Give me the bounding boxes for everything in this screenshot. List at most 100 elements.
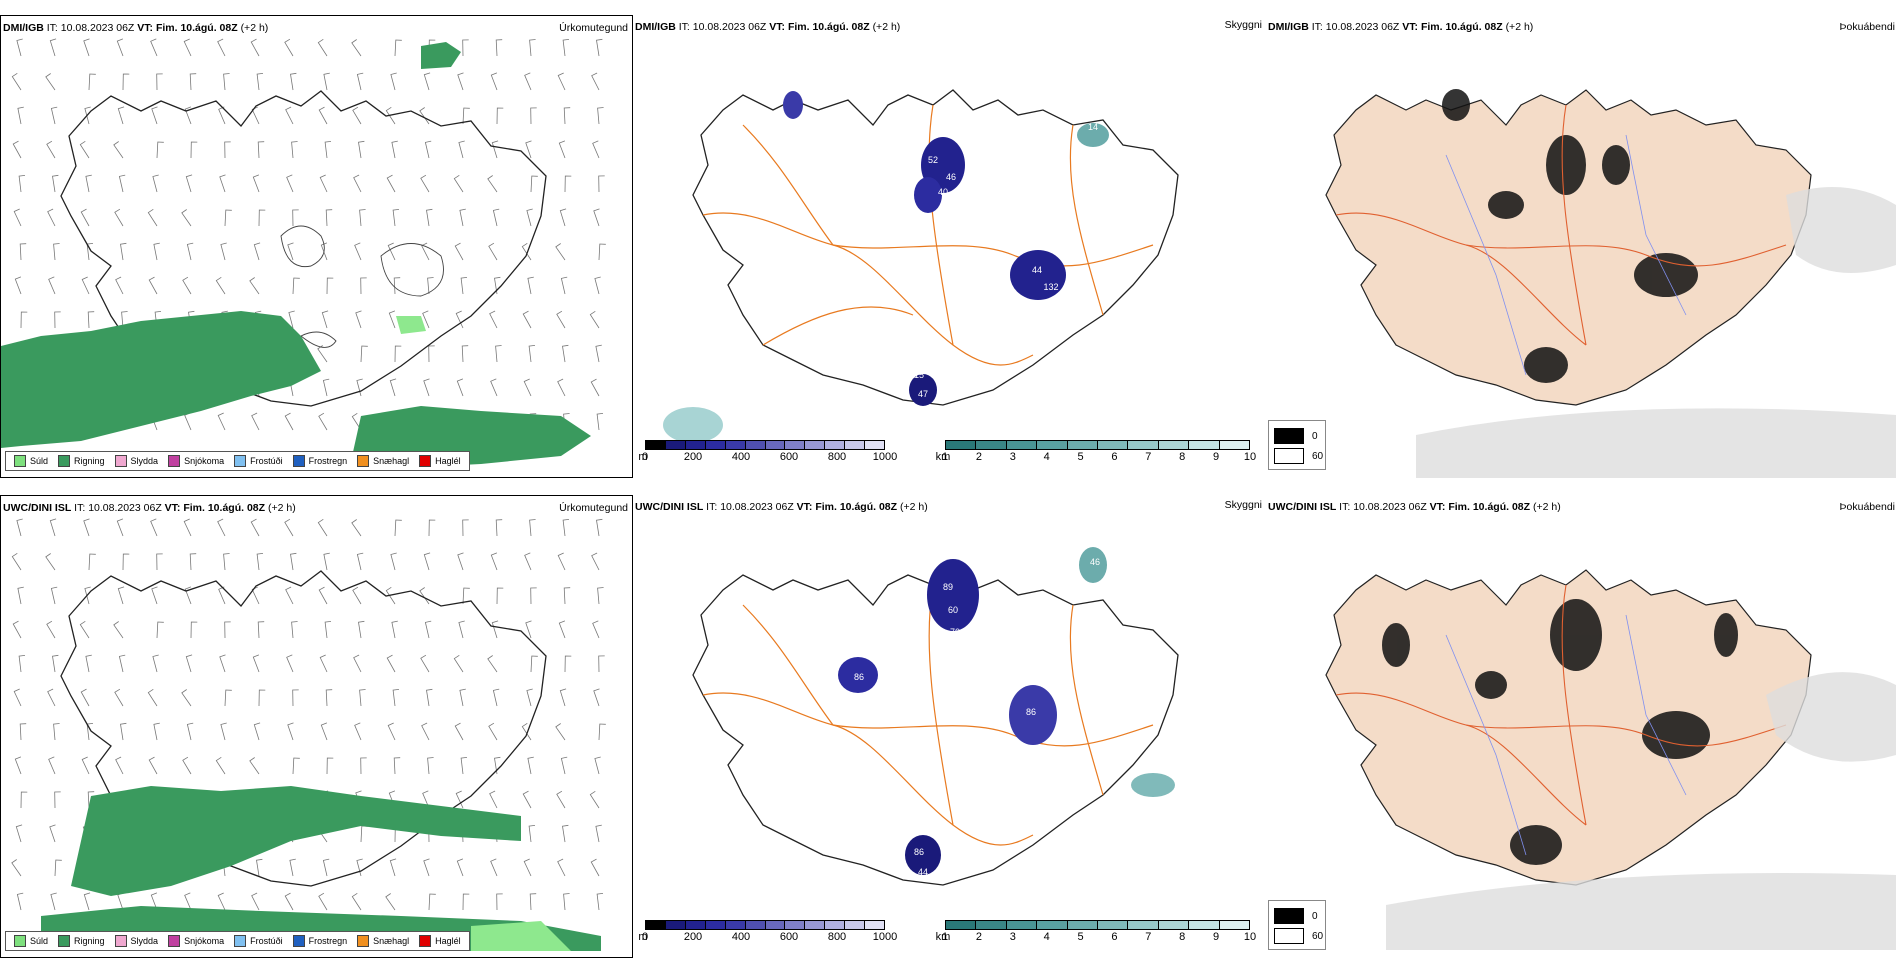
model-name: UWC/DINI ISL bbox=[1268, 501, 1337, 513]
visibility-colorbar-km: km 1 2 3 4 5 6 7 8 9 10 bbox=[936, 920, 1256, 950]
wind-barb bbox=[322, 858, 330, 877]
wind-barb bbox=[318, 412, 328, 431]
wind-barb bbox=[495, 39, 503, 57]
colorbar-swatch bbox=[1006, 441, 1038, 449]
wind-barb bbox=[292, 209, 299, 227]
wind-barb bbox=[88, 553, 96, 571]
wind-barb bbox=[494, 276, 501, 295]
wind-barb bbox=[457, 552, 464, 571]
colorbar-tick: 800 bbox=[827, 451, 847, 463]
wind-barb bbox=[523, 378, 532, 397]
wind-barb bbox=[394, 519, 402, 537]
colorbar-swatch bbox=[946, 921, 977, 929]
lead-time: (+2 h) bbox=[267, 502, 296, 514]
rain-area bbox=[71, 786, 521, 896]
precip-type-panel-bottom: UWC/DINI ISL IT: 10.08.2023 06Z VT: Fim.… bbox=[0, 495, 633, 958]
fog-rivers bbox=[1445, 614, 1687, 856]
colorbar-swatch bbox=[1128, 441, 1159, 449]
wind-barb bbox=[84, 106, 91, 125]
wind-barb bbox=[351, 519, 362, 537]
vt-label: VT: bbox=[137, 22, 154, 34]
wind-barb bbox=[85, 654, 92, 673]
wind-barb bbox=[392, 689, 400, 707]
wind-barb bbox=[424, 140, 432, 159]
rain-area bbox=[1, 311, 321, 448]
glacier-outline bbox=[280, 225, 444, 348]
wind-barb bbox=[428, 519, 436, 537]
wind-barb bbox=[49, 38, 57, 57]
colorbar-swatch bbox=[725, 921, 746, 929]
wind-barb bbox=[292, 277, 300, 295]
wind-barb bbox=[462, 107, 470, 125]
wind-barb bbox=[453, 174, 464, 193]
wind-barb bbox=[83, 38, 90, 57]
wind-barb bbox=[591, 72, 600, 91]
wind-barb bbox=[389, 378, 397, 397]
wind-barb bbox=[223, 553, 230, 571]
wind-barb bbox=[223, 73, 230, 91]
legend-label: Rigning bbox=[74, 936, 105, 946]
wind-barb bbox=[593, 688, 600, 707]
wind-barb bbox=[421, 242, 430, 261]
wind-barb bbox=[45, 73, 56, 91]
vt-value: Fim. 10.ágú. 08Z bbox=[1448, 501, 1531, 513]
legend-label: Súld bbox=[30, 456, 49, 466]
wind-barb bbox=[556, 790, 566, 809]
legend-swatch bbox=[357, 935, 370, 947]
legend-label: Slydda bbox=[130, 936, 159, 946]
visibility-cells bbox=[838, 547, 1175, 875]
wind-barb bbox=[319, 174, 328, 193]
wind-barb bbox=[356, 378, 363, 397]
wind-barb bbox=[147, 208, 158, 227]
wind-barb bbox=[19, 723, 27, 741]
colorbar-tick: 6 bbox=[1111, 451, 1118, 463]
wind-barb bbox=[156, 621, 164, 639]
wind-barb bbox=[292, 689, 299, 707]
unit-km: km bbox=[935, 931, 951, 943]
wind-barb bbox=[460, 277, 468, 295]
wind-barb bbox=[598, 175, 605, 193]
legend-swatch bbox=[168, 935, 181, 947]
wind-barb bbox=[151, 586, 158, 605]
colorbar-swatch bbox=[1158, 441, 1190, 449]
wind-barb bbox=[490, 858, 498, 877]
wind-barb bbox=[360, 277, 367, 295]
legend-label: Snjókoma bbox=[184, 456, 225, 466]
wind-barb bbox=[596, 38, 603, 57]
legend-swatch bbox=[292, 935, 305, 947]
precip-map bbox=[11, 518, 606, 951]
panel-title-fog: Þokuábendi bbox=[1839, 501, 1895, 513]
wind-barb bbox=[392, 209, 400, 227]
wind-barb bbox=[559, 208, 567, 227]
wind-barb bbox=[54, 311, 61, 329]
wind-barb bbox=[530, 175, 538, 193]
wind-barb bbox=[458, 620, 465, 639]
wind-barb bbox=[88, 73, 96, 91]
fog-legend-swatch-dark bbox=[1274, 908, 1304, 924]
colorbar-swatch bbox=[646, 441, 666, 449]
colorbar-swatch bbox=[1219, 441, 1250, 449]
wind-barb bbox=[215, 276, 226, 295]
wind-barb bbox=[351, 39, 362, 57]
visibility-colorbar-m: m 0 200 400 600 800 1000 bbox=[638, 440, 897, 470]
wind-barb bbox=[527, 276, 534, 295]
visibility-label: 65 bbox=[968, 175, 978, 185]
wind-barb bbox=[81, 276, 90, 295]
wind-barb bbox=[459, 688, 466, 707]
wind-barb bbox=[394, 345, 402, 363]
rain-blob-north bbox=[421, 42, 461, 69]
colorbar-swatch bbox=[865, 921, 885, 929]
wind-barb bbox=[598, 243, 606, 261]
colorbar-swatch bbox=[1098, 441, 1129, 449]
wind-barb bbox=[250, 38, 260, 57]
colorbar-swatch bbox=[946, 441, 977, 449]
wind-barbs bbox=[11, 38, 606, 431]
wind-barb bbox=[215, 756, 226, 775]
wind-barb bbox=[562, 824, 569, 843]
wind-barb bbox=[321, 310, 329, 329]
colorbar-swatch bbox=[976, 921, 1007, 929]
wind-barb bbox=[46, 140, 56, 159]
fog-legend-low: 0 bbox=[1312, 430, 1318, 442]
wind-barb bbox=[596, 413, 604, 431]
